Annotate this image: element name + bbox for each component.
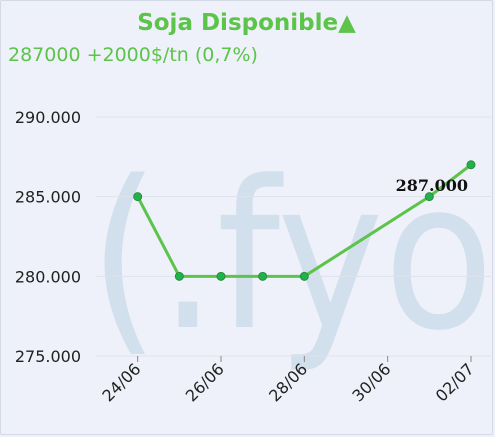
y-tick-label: 290.000 — [15, 108, 81, 127]
data-labels: 287.000 — [396, 176, 468, 195]
data-point — [133, 192, 143, 202]
data-point — [174, 271, 184, 281]
price-change-subtitle: 287000 +2000$/tn (0,7%) — [8, 44, 258, 66]
chart-title: Soja Disponible▲ — [1, 10, 492, 36]
data-label: 287.000 — [396, 176, 468, 195]
y-tick-label: 285.000 — [15, 188, 81, 207]
data-point — [299, 271, 309, 281]
y-tick-label: 280.000 — [15, 267, 81, 286]
data-point — [466, 160, 476, 170]
data-point — [216, 271, 226, 281]
y-tick-label: 275.000 — [15, 347, 81, 366]
data-point — [424, 192, 434, 202]
trend-up-icon: ▲ — [338, 10, 356, 36]
series-price — [133, 160, 476, 281]
title-text: Soja Disponible — [137, 10, 339, 36]
watermark-logo: (.fyo — [89, 138, 494, 376]
data-point — [258, 271, 268, 281]
